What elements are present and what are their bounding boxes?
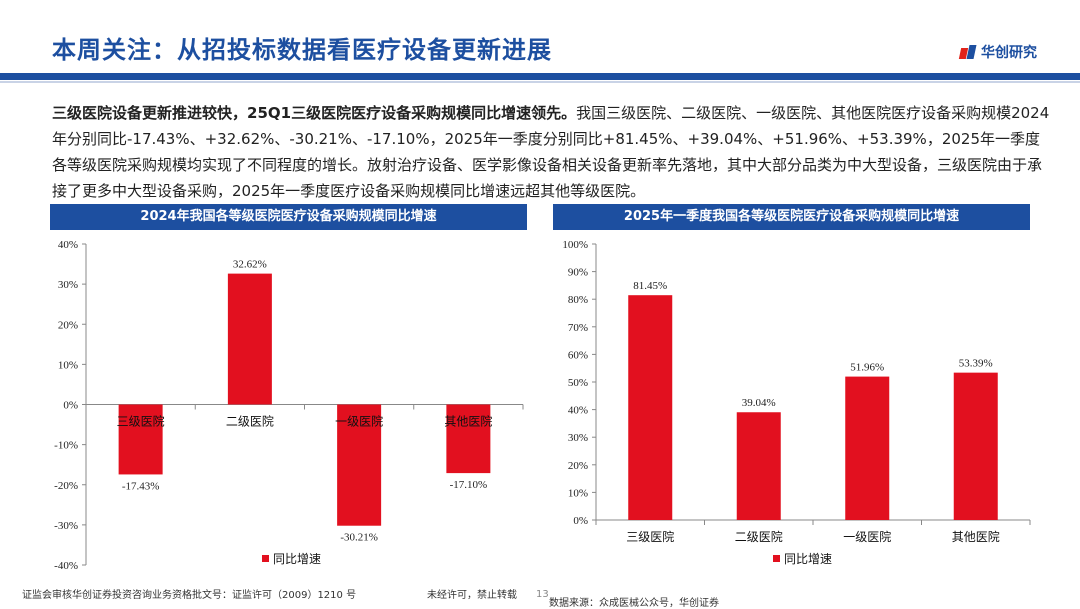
bar	[845, 376, 890, 520]
y-tick-label: 70%	[568, 322, 588, 334]
y-tick-label: -10%	[54, 440, 78, 452]
data-label: -17.43%	[122, 480, 160, 492]
chart1-title: 2024年我国各等级医院医疗设备采购规模同比增速	[50, 204, 527, 230]
page-number: 13	[536, 589, 549, 600]
legend-swatch	[773, 555, 780, 562]
chart2-title: 2025年一季度我国各等级医院医疗设备采购规模同比增速	[553, 204, 1030, 230]
logo-text: 华创研究	[981, 45, 1037, 61]
data-label: 81.45%	[633, 280, 667, 292]
y-tick-label: 10%	[568, 487, 588, 499]
data-label: -30.21%	[340, 532, 378, 544]
y-tick-label: 20%	[568, 460, 588, 472]
data-source: 数据来源：众成医械公众号，华创证券	[549, 598, 719, 609]
y-tick-label: 40%	[568, 405, 588, 417]
y-tick-label: -30%	[54, 520, 78, 532]
bar	[628, 295, 673, 520]
legend-swatch	[262, 555, 269, 562]
bar	[337, 404, 382, 526]
category-label: 一级医院	[335, 415, 383, 429]
y-tick-label: 100%	[562, 239, 588, 251]
category-label: 三级医院	[117, 415, 165, 429]
y-tick-label: 30%	[568, 432, 588, 444]
data-label: 53.39%	[959, 358, 993, 370]
legend-label: 同比增速	[784, 552, 832, 566]
license-note: 证监会审核华创证券投资咨询业务资格批文号：证监许可（2009）1210 号	[22, 590, 357, 601]
y-tick-label: 10%	[58, 359, 78, 371]
y-tick-label: 40%	[58, 239, 78, 251]
bar	[118, 404, 163, 475]
category-label: 二级医院	[226, 415, 274, 429]
y-tick-label: -20%	[54, 480, 78, 492]
bar	[446, 404, 491, 474]
y-tick-label: 0%	[573, 515, 588, 527]
bar	[736, 412, 781, 520]
brand-logo: 华创研究	[958, 42, 1037, 62]
category-label: 其他医院	[444, 415, 492, 429]
y-tick-label: 30%	[58, 279, 78, 291]
data-label: 39.04%	[742, 397, 776, 409]
summary-paragraph: 三级医院设备更新推进较快，25Q1三级医院医疗设备采购规模同比增速领先。我国三级…	[52, 100, 1052, 204]
data-label: 51.96%	[850, 362, 884, 374]
y-tick-label: 90%	[568, 267, 588, 279]
y-tick-label: 0%	[63, 400, 78, 412]
summary-text: 我国三级医院、二级医院、一级医院、其他医院医疗设备采购规模2024年分别同比-1…	[52, 104, 1050, 200]
header-divider-thin	[0, 81, 1080, 83]
category-label: 其他医院	[952, 530, 1000, 544]
y-tick-label: 20%	[58, 319, 78, 331]
copyright-note: 未经许可，禁止转载	[427, 590, 517, 601]
y-tick-label: -40%	[54, 560, 78, 572]
bar	[227, 273, 272, 405]
header-divider	[0, 73, 1080, 80]
bar	[953, 372, 998, 520]
summary-bold: 三级医院设备更新推进较快，25Q1三级医院医疗设备采购规模同比增速领先。	[52, 104, 577, 122]
data-label: -17.10%	[450, 479, 488, 491]
y-tick-label: 50%	[568, 377, 588, 389]
y-tick-label: 60%	[568, 349, 588, 361]
category-label: 一级医院	[843, 530, 891, 544]
data-label: 32.62%	[233, 259, 267, 271]
page-title: 本周关注：从招投标数据看医疗设备更新进展	[52, 36, 552, 64]
category-label: 三级医院	[626, 530, 674, 544]
y-tick-label: 80%	[568, 294, 588, 306]
legend-label: 同比增速	[273, 552, 321, 566]
category-label: 二级医院	[735, 530, 783, 544]
